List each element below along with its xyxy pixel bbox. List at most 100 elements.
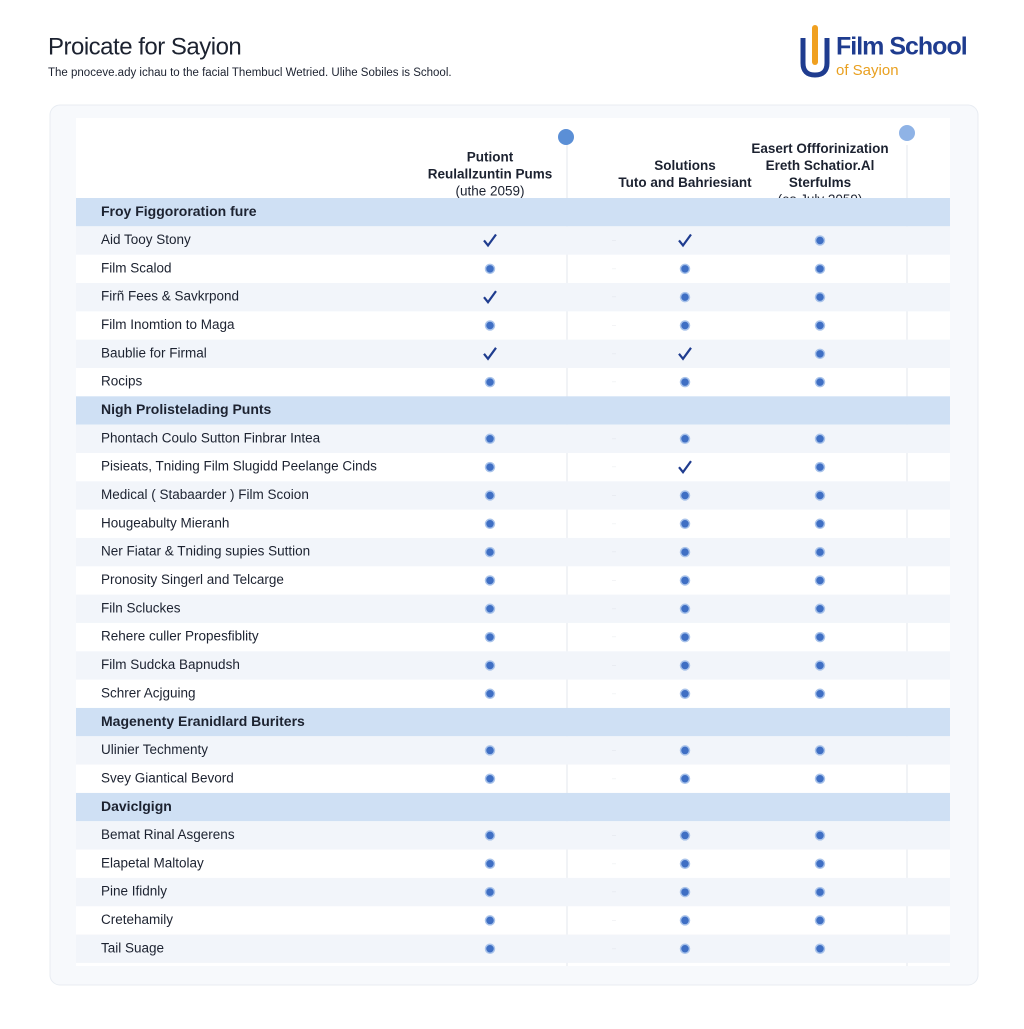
dot-mark — [679, 575, 691, 586]
check-mark — [678, 460, 692, 474]
faint-mark: ·· — [612, 946, 616, 952]
section-title: Froy Figgororation fure — [101, 203, 257, 219]
faint-mark: ·· — [612, 380, 616, 386]
faint-mark: ·· — [612, 238, 616, 244]
row-band — [76, 282, 950, 312]
row-band — [76, 424, 950, 453]
check-mark — [678, 347, 692, 361]
faint-mark: ·· — [612, 323, 616, 329]
dot-mark — [679, 631, 691, 643]
faint-mark: ·· — [612, 918, 616, 924]
dot-mark — [484, 688, 496, 700]
dot-mark — [679, 603, 691, 615]
row-label: Schrer Acjguing — [101, 685, 196, 700]
row-label: Hougeabulty Mieranh — [101, 515, 229, 530]
row-label: Elapetal Maltolay — [101, 855, 204, 870]
dot-mark — [814, 376, 826, 388]
dot-mark — [679, 291, 691, 303]
faint-mark: ·· — [612, 521, 616, 527]
dot-mark — [814, 490, 826, 501]
dot-mark — [814, 631, 826, 643]
check-mark — [483, 347, 497, 361]
dot-mark — [814, 263, 826, 275]
faint-mark: ·· — [612, 266, 616, 272]
row-band — [76, 736, 950, 765]
row-label: Tail Suage — [101, 940, 164, 955]
faint-mark: ·· — [612, 861, 616, 867]
dot-mark — [814, 235, 826, 246]
row-band — [76, 537, 950, 567]
column-header: Putiont — [467, 150, 514, 165]
check-mark — [678, 233, 692, 248]
faint-mark: ·· — [612, 550, 616, 556]
dot-mark — [679, 660, 691, 671]
dot-mark — [814, 291, 826, 303]
row-label: Aid Tooy Stony — [101, 232, 191, 247]
section-band — [76, 198, 950, 227]
dot-mark — [484, 546, 496, 558]
faint-mark: ·· — [612, 833, 616, 839]
row-label: Bemat Rinal Asgerens — [101, 827, 235, 842]
dot-mark — [484, 915, 496, 926]
row-band — [76, 594, 950, 623]
dot-mark — [814, 461, 826, 473]
logo-icon — [800, 38, 830, 78]
logo-text: Film School — [836, 33, 967, 61]
column-header: Tuto and Bahriesiant — [618, 175, 752, 190]
logo-icon — [812, 25, 818, 65]
logo-text: of Sayion — [836, 62, 899, 79]
faint-mark: ·· — [612, 436, 616, 442]
title: Proicate for Sayion — [48, 33, 241, 60]
row-band — [76, 339, 950, 368]
dot-mark — [679, 546, 691, 558]
section-title: Daviclgign — [101, 798, 172, 814]
dot-mark — [679, 830, 691, 841]
dot-mark — [679, 886, 691, 898]
column-header: Reulallzuntin Pums — [428, 167, 553, 182]
dot-mark — [484, 830, 496, 841]
faint-mark: ·· — [612, 748, 616, 754]
dot-mark — [814, 773, 826, 785]
row-label: Ulinier Techmenty — [101, 742, 208, 757]
dot-mark — [679, 858, 691, 870]
row-label: Baublie for Firmal — [101, 345, 207, 360]
dot-mark — [814, 886, 826, 898]
dot-mark — [679, 320, 691, 331]
dot-mark — [484, 575, 496, 586]
faint-mark: ·· — [612, 606, 616, 612]
dot-mark — [814, 660, 826, 671]
section-title: Nigh Prolistelading Punts — [101, 401, 272, 417]
row-label: Film Inomtion to Maga — [101, 317, 235, 332]
dot-mark — [679, 943, 691, 954]
row-label: Rehere culler Propesfiblity — [101, 629, 259, 644]
row-label: Ner Fiatar & Tniding supies Suttion — [101, 544, 310, 559]
badge-icon — [899, 125, 915, 141]
dot-mark — [814, 830, 826, 841]
dot-mark — [484, 943, 496, 954]
dot-mark — [814, 575, 826, 586]
subtitle: The pnoceve.ady ichau to the facial Them… — [48, 67, 452, 79]
row-label: Pine Ifidnly — [101, 884, 167, 899]
check-mark — [483, 233, 497, 248]
section-band — [76, 707, 950, 737]
row-label: Rocips — [101, 374, 143, 389]
row-label: Phontach Coulo Sutton Finbrar Intea — [101, 430, 321, 445]
dot-mark — [679, 263, 691, 275]
faint-mark: ·· — [612, 663, 616, 669]
column-header: Solutions — [654, 158, 716, 173]
section-title: Magenenty Eranidlard Buriters — [101, 713, 305, 729]
dot-mark — [484, 773, 496, 785]
row-label: Cretehamily — [101, 912, 173, 927]
dot-mark — [484, 263, 496, 275]
dot-mark — [679, 745, 691, 756]
row-band — [76, 821, 950, 850]
dot-mark — [814, 688, 826, 700]
dot-mark — [814, 433, 826, 445]
column-header: Sterfulms — [789, 175, 851, 190]
dot-mark — [679, 518, 691, 530]
dot-mark — [814, 858, 826, 870]
dot-mark — [484, 660, 496, 671]
dot-mark — [679, 688, 691, 700]
